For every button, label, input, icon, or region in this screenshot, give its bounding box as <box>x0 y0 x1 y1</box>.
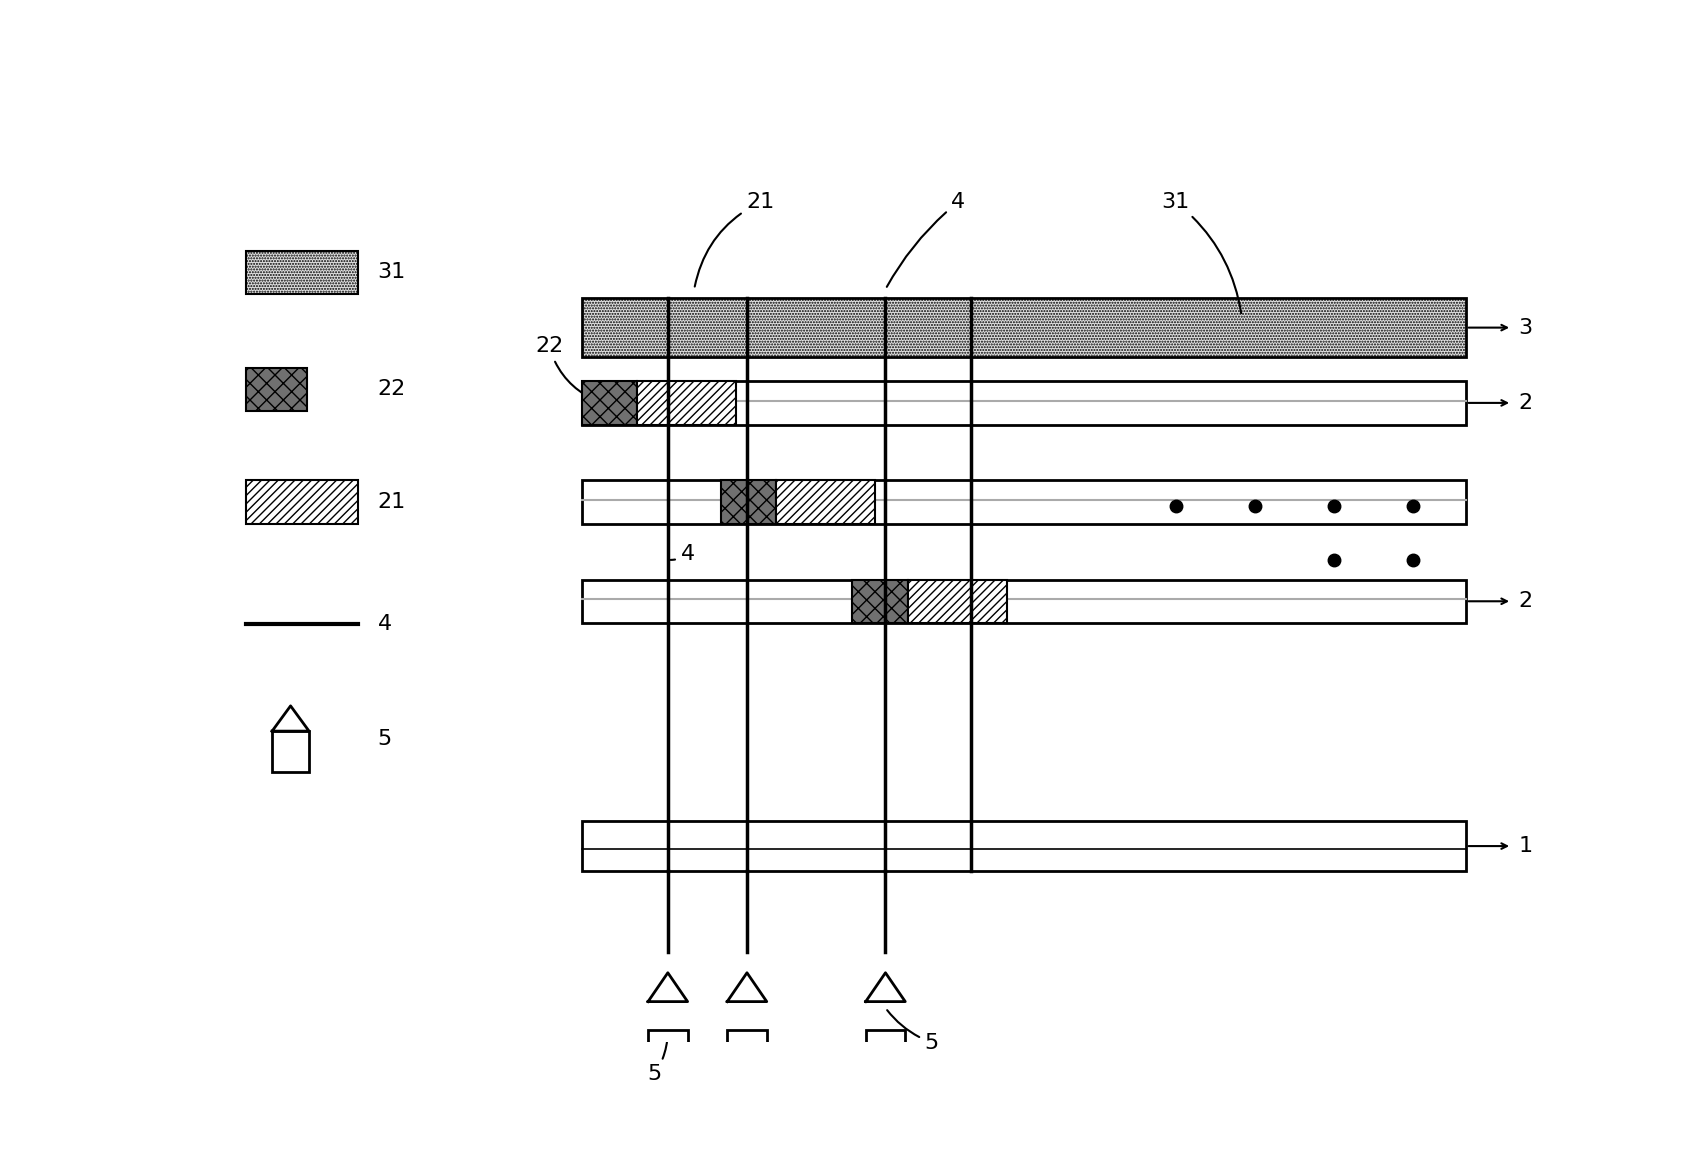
Polygon shape <box>272 706 310 731</box>
Text: 31: 31 <box>378 262 405 282</box>
Bar <box>582 580 1465 623</box>
Text: 5: 5 <box>647 1033 667 1084</box>
Text: 31: 31 <box>1161 192 1241 313</box>
Polygon shape <box>866 973 905 1001</box>
Bar <box>776 480 875 523</box>
Text: 5: 5 <box>378 728 391 748</box>
Bar <box>853 580 907 623</box>
Bar <box>727 1030 766 1080</box>
Bar <box>272 731 310 772</box>
Bar <box>245 251 357 294</box>
Bar <box>582 382 638 425</box>
Text: 21: 21 <box>378 492 405 512</box>
Text: 2: 2 <box>1518 591 1534 611</box>
Bar <box>907 580 1008 623</box>
Text: 2: 2 <box>1518 393 1534 413</box>
Text: 4: 4 <box>378 614 391 634</box>
Polygon shape <box>727 973 766 1001</box>
Bar <box>866 1030 905 1080</box>
Bar <box>245 480 357 523</box>
Text: 21: 21 <box>694 192 774 287</box>
Bar <box>582 821 1465 871</box>
Bar <box>648 1030 688 1080</box>
Text: 1: 1 <box>1518 836 1534 856</box>
Bar <box>582 382 1465 425</box>
Bar <box>245 368 308 411</box>
Bar <box>582 480 1465 523</box>
Bar <box>638 382 737 425</box>
Text: 22: 22 <box>534 336 599 402</box>
Polygon shape <box>648 973 688 1001</box>
Text: 4: 4 <box>671 543 694 563</box>
Bar <box>720 480 776 523</box>
Bar <box>582 299 1465 357</box>
Text: 4: 4 <box>887 192 965 287</box>
Text: 22: 22 <box>378 379 405 399</box>
Text: 3: 3 <box>1518 317 1534 337</box>
Text: 5: 5 <box>887 1011 940 1053</box>
